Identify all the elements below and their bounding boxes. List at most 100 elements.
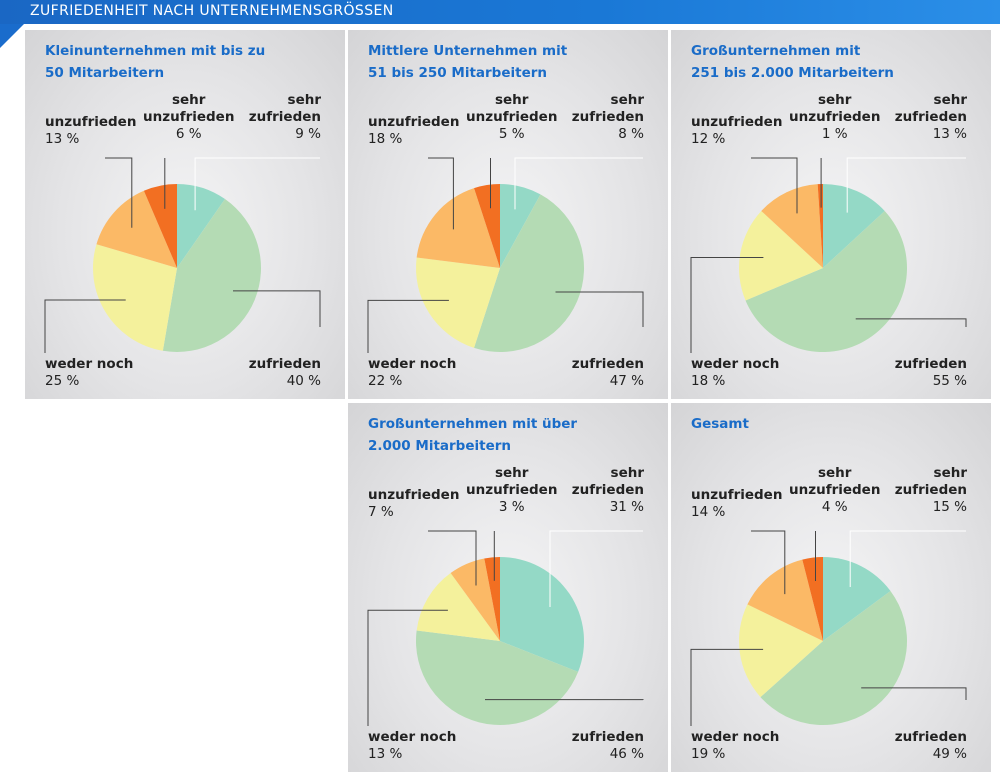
slice-label-sehr-unzufrieden: sehr unzufrieden 4 % [789, 465, 880, 516]
slice-percentage: 14 % [691, 504, 726, 520]
slice-category-name: unzufrieden [368, 114, 460, 130]
slice-percentage: 13 % [932, 126, 967, 142]
slice-label-weder-noch: weder noch 13 % [368, 729, 456, 763]
slice-label-sehr-unzufrieden: sehr unzufrieden 5 % [466, 92, 557, 143]
leader-line [367, 299, 449, 353]
pie-slice-sehr-zufrieden [500, 184, 541, 268]
slice-percentage: 13 % [368, 746, 403, 762]
slice-label-unzufrieden: unzufrieden 13 % [45, 114, 136, 148]
pie-slice-sehr-zufrieden [823, 557, 891, 641]
pie-chart [367, 530, 644, 726]
slice-percentage: 15 % [932, 499, 967, 515]
slice-label-weder-noch: weder noch 18 % [691, 356, 779, 390]
slice-category-name: sehr zufrieden [571, 92, 644, 125]
slice-percentage: 25 % [45, 373, 80, 389]
slice-percentage: 19 % [691, 746, 726, 762]
chart-title: Kleinunternehmen mit bis zu 50 Mitarbeit… [45, 43, 266, 81]
pie-slice-sehr-unzufrieden [474, 184, 500, 268]
slice-percentage: 40 % [286, 373, 321, 389]
leader-line [233, 290, 321, 327]
slice-category-name: zufrieden [571, 356, 644, 372]
slice-category-name: weder noch [45, 356, 134, 372]
slice-label-sehr-zufrieden: sehr zufrieden 15 % [895, 465, 967, 516]
slice-category-name: sehr unzufrieden [143, 92, 235, 125]
pie-slice-unzufrieden [416, 188, 500, 268]
leader-line [751, 157, 798, 214]
pie-slice-zufrieden [760, 590, 908, 726]
pie-slice-weder-noch [415, 257, 500, 348]
slice-category-name: zufrieden [248, 356, 321, 372]
slice-label-zufrieden: zufrieden 47 % [572, 356, 644, 390]
slice-label-sehr-zufrieden: sehr zufrieden 9 % [249, 92, 321, 143]
slice-percentage: 7 % [368, 504, 394, 520]
slice-label-weder-noch: weder noch 22 % [368, 356, 456, 390]
pie-slice-sehr-zufrieden [823, 184, 885, 268]
pie-slice-weder-noch [738, 211, 823, 301]
slice-category-name: sehr unzufrieden [789, 92, 881, 125]
slice-category-name: unzufrieden [691, 114, 783, 130]
pie-slice-sehr-unzufrieden [817, 184, 823, 268]
pie-slice-zufrieden [474, 194, 585, 353]
slice-category-name: weder noch [368, 729, 457, 745]
leader-line [861, 687, 967, 700]
slice-category-name: zufrieden [894, 356, 967, 372]
slice-label-unzufrieden: unzufrieden 18 % [368, 114, 459, 148]
pie-slice-sehr-zufrieden [177, 184, 225, 268]
leader-line [44, 299, 126, 353]
leader-line [690, 648, 764, 726]
slice-label-zufrieden: zufrieden 49 % [895, 729, 967, 763]
slice-label-unzufrieden: unzufrieden 12 % [691, 114, 782, 148]
slice-label-unzufrieden: unzufrieden 14 % [691, 487, 782, 521]
leader-line [751, 530, 786, 595]
pie-slice-unzufrieden [761, 184, 823, 268]
slice-percentage: 18 % [691, 373, 726, 389]
pie-panel: Großunternehmen mit über 2.000 Mitarbeit… [348, 403, 668, 772]
slice-percentage: 46 % [609, 746, 644, 762]
pie-slice-sehr-unzufrieden [143, 184, 177, 268]
pie-slice-weder-noch [416, 573, 500, 641]
slice-percentage: 12 % [691, 131, 726, 147]
pie-slice-weder-noch [93, 244, 177, 351]
leader-line [555, 291, 644, 327]
leader-line [428, 157, 454, 230]
slice-percentage: 1 % [821, 126, 848, 142]
slice-label-unzufrieden: unzufrieden 7 % [368, 487, 459, 521]
pie-panel: Großunternehmen mit 251 bis 2.000 Mitarb… [671, 30, 991, 399]
slice-category-name: zufrieden [571, 729, 644, 745]
slice-category-name: weder noch [368, 356, 457, 372]
slice-category-name: sehr zufrieden [894, 465, 967, 498]
pie-slice-zufrieden [745, 211, 907, 352]
pie-slice-unzufrieden [96, 190, 177, 268]
slice-label-zufrieden: zufrieden 55 % [895, 356, 967, 390]
slice-category-name: sehr zufrieden [248, 92, 321, 125]
leader-line [549, 530, 643, 607]
section-header: ZUFRIEDENHEIT NACH UNTERNEHMENSGRÖSSEN [0, 0, 1000, 24]
pie-slice-unzufrieden [450, 558, 500, 641]
pie-panel: Kleinunternehmen mit bis zu 50 Mitarbeit… [25, 30, 345, 399]
leader-line [194, 157, 320, 211]
header-corner-decoration [0, 24, 24, 48]
slice-percentage: 4 % [821, 499, 848, 515]
slice-percentage: 3 % [498, 499, 525, 515]
slice-label-sehr-zufrieden: sehr zufrieden 13 % [895, 92, 967, 143]
slice-category-name: sehr unzufrieden [466, 92, 558, 125]
slice-category-name: unzufrieden [45, 114, 137, 130]
pie-chart [690, 530, 967, 726]
pie-panel: Mittlere Unternehmen mit 51 bis 250 Mita… [348, 30, 668, 399]
slice-percentage: 18 % [368, 131, 403, 147]
pie-slice-zufrieden [415, 630, 579, 726]
slice-category-name: sehr zufrieden [894, 92, 967, 125]
slice-category-name: sehr unzufrieden [466, 465, 558, 498]
slice-percentage: 22 % [368, 373, 403, 389]
pie-chart [367, 157, 644, 353]
slice-percentage: 31 % [609, 499, 644, 515]
slice-label-zufrieden: zufrieden 46 % [572, 729, 644, 763]
pie-slice-weder-noch [739, 604, 823, 698]
leader-line [367, 609, 448, 726]
slice-percentage: 13 % [45, 131, 80, 147]
slice-label-weder-noch: weder noch 19 % [691, 729, 779, 763]
leader-line [849, 530, 966, 587]
leader-line [690, 257, 764, 353]
slice-percentage: 47 % [609, 373, 644, 389]
leader-line [855, 318, 967, 327]
